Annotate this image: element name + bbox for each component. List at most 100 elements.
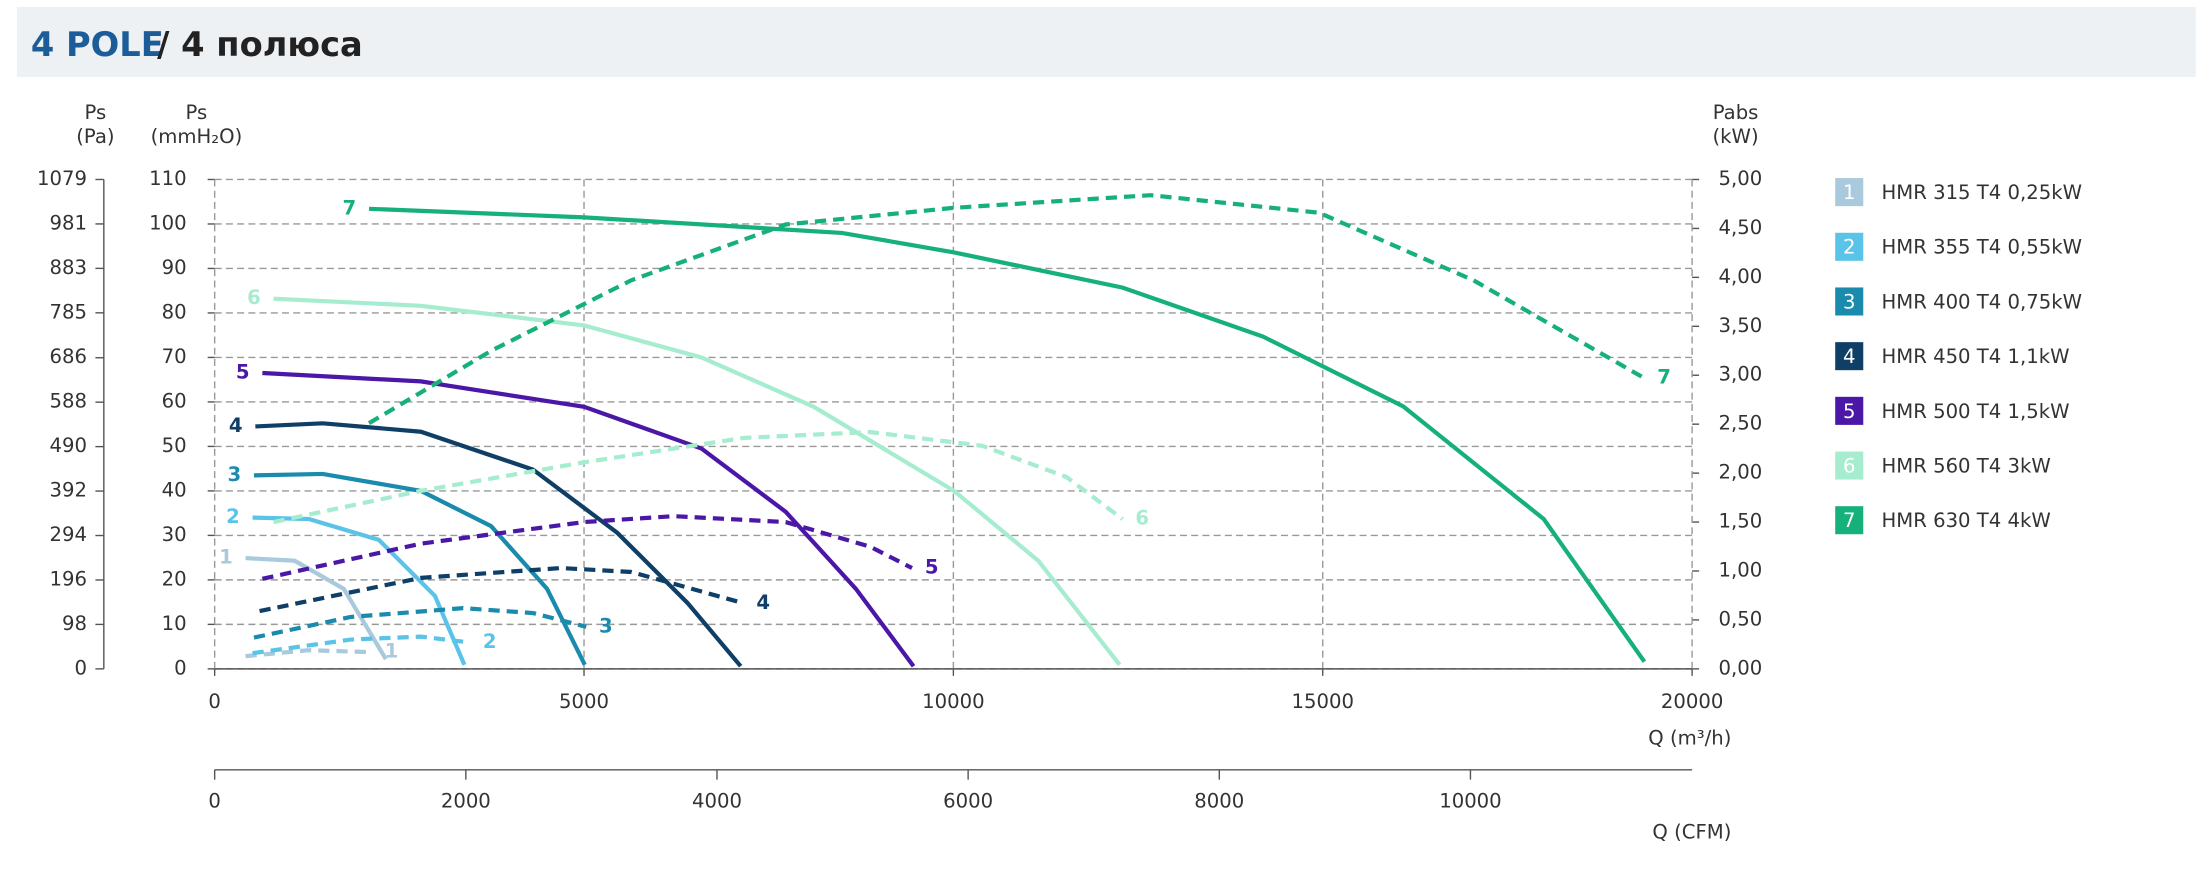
y-tick-label: 70 xyxy=(162,345,187,368)
chart-title: 4 POLE xyxy=(31,25,164,64)
pa-tick-label: 981 xyxy=(50,211,87,234)
axis-label: (Pa) xyxy=(76,125,114,148)
y-tick-label: 80 xyxy=(162,300,187,323)
legend-label: HMR 560 T4 3kW xyxy=(1882,454,2051,477)
x-tick-label: 15000 xyxy=(1292,690,1354,713)
y-tick-label: 10 xyxy=(162,612,187,635)
y-tick-label: 100 xyxy=(149,211,186,234)
y2-tick-label: 3,50 xyxy=(1719,314,1763,337)
pa-tick-label: 294 xyxy=(50,523,87,546)
curve-label: 6 xyxy=(247,286,261,309)
pa-tick-label: 588 xyxy=(50,390,87,413)
axis-label: (kW) xyxy=(1713,125,1759,148)
curve-label: 7 xyxy=(343,196,357,219)
y-tick-label: 40 xyxy=(162,478,187,501)
x-tick-label: 20000 xyxy=(1661,690,1723,713)
y2-tick-label: 0,00 xyxy=(1719,656,1763,679)
x2-tick-label: 0 xyxy=(208,790,221,813)
y2-tick-label: 1,50 xyxy=(1719,510,1763,533)
x2-tick-label: 6000 xyxy=(943,790,993,813)
pa-tick-label: 0 xyxy=(74,656,87,679)
y-tick-label: 20 xyxy=(162,567,187,590)
x2-tick-label: 4000 xyxy=(692,790,742,813)
curve-label: 6 xyxy=(1135,507,1149,530)
legend-swatch xyxy=(1835,178,1864,207)
pa-tick-label: 392 xyxy=(50,479,87,502)
pressure-curve xyxy=(368,206,1647,663)
pa-tick-label: 490 xyxy=(50,434,87,457)
pa-tick-label: 883 xyxy=(50,256,87,279)
legend-swatch xyxy=(1835,287,1864,316)
curve-label: 4 xyxy=(229,414,243,437)
y2-tick-label: 4,00 xyxy=(1719,265,1763,288)
legend-number: 5 xyxy=(1843,400,1856,423)
curve-label: 5 xyxy=(236,361,250,384)
axis-label: (mmH₂O) xyxy=(151,125,243,148)
legend-swatch xyxy=(1835,451,1864,480)
y2-tick-label: 2,50 xyxy=(1719,412,1763,435)
x-tick-label: 10000 xyxy=(922,690,984,713)
y-tick-label: 90 xyxy=(162,256,187,279)
x-tick-label: 5000 xyxy=(559,690,609,713)
power-curve xyxy=(367,193,1646,426)
legend-number: 7 xyxy=(1843,509,1856,532)
chart-subtitle: / 4 полюса xyxy=(157,25,363,64)
axis-label: Ps xyxy=(186,101,208,124)
curve-label: 2 xyxy=(226,505,240,528)
pressure-curve xyxy=(273,296,1122,667)
legend-label: HMR 500 T4 1,5kW xyxy=(1882,400,2070,423)
pa-tick-label: 98 xyxy=(62,612,87,635)
legend-label: HMR 630 T4 4kW xyxy=(1882,509,2051,532)
x2-axis-label: Q (CFM) xyxy=(1652,820,1731,843)
pa-tick-label: 1079 xyxy=(37,167,87,190)
axis-label: Ps xyxy=(85,101,107,124)
legend-swatch xyxy=(1835,342,1864,371)
pressure-curve xyxy=(262,370,916,668)
x-axis-label: Q (m³/h) xyxy=(1648,726,1731,749)
legend-swatch xyxy=(1835,506,1864,535)
legend-number: 3 xyxy=(1843,290,1856,313)
y-tick-label: 0 xyxy=(174,656,187,679)
y-tick-label: 60 xyxy=(162,389,187,412)
pressure-curve xyxy=(245,555,388,661)
x-tick-label: 0 xyxy=(208,690,221,713)
y2-tick-label: 3,00 xyxy=(1719,363,1763,386)
pressure-curve xyxy=(255,421,743,668)
legend-label: HMR 355 T4 0,55kW xyxy=(1882,236,2083,259)
x2-tick-label: 10000 xyxy=(1439,790,1501,813)
pressure-curve xyxy=(252,515,467,666)
y2-tick-label: 2,00 xyxy=(1719,461,1763,484)
curve-label: 1 xyxy=(385,640,399,663)
curve-label: 7 xyxy=(1657,366,1671,389)
y2-tick-label: 0,50 xyxy=(1719,607,1763,630)
curve-label: 1 xyxy=(219,546,233,569)
pa-tick-label: 686 xyxy=(50,345,87,368)
legend-number: 1 xyxy=(1843,181,1856,204)
legend-label: HMR 450 T4 1,1kW xyxy=(1882,345,2070,368)
legend-label: HMR 315 T4 0,25kW xyxy=(1882,181,2083,204)
pa-tick-label: 196 xyxy=(50,567,87,590)
axis-label: Pabs xyxy=(1713,101,1759,124)
legend-swatch xyxy=(1835,232,1864,261)
x2-tick-label: 8000 xyxy=(1194,790,1244,813)
curve-label: 3 xyxy=(599,614,613,637)
pressure-curve xyxy=(253,471,587,666)
power-curve xyxy=(273,429,1124,525)
legend-number: 4 xyxy=(1843,345,1856,368)
y2-tick-label: 4,50 xyxy=(1719,216,1763,239)
y-tick-label: 30 xyxy=(162,523,187,546)
power-curve xyxy=(253,606,587,640)
power-curve xyxy=(245,648,372,659)
y-tick-label: 110 xyxy=(149,167,186,190)
x2-tick-label: 2000 xyxy=(441,790,491,813)
curve-label: 5 xyxy=(925,556,939,579)
power-curve xyxy=(252,634,471,656)
title-bar xyxy=(16,7,2196,78)
legend-number: 2 xyxy=(1843,236,1856,259)
pa-tick-label: 785 xyxy=(50,300,87,323)
y2-tick-label: 1,00 xyxy=(1719,558,1763,581)
y2-tick-label: 5,00 xyxy=(1719,167,1763,190)
curve-label: 3 xyxy=(227,463,241,486)
y-tick-label: 50 xyxy=(162,434,187,457)
